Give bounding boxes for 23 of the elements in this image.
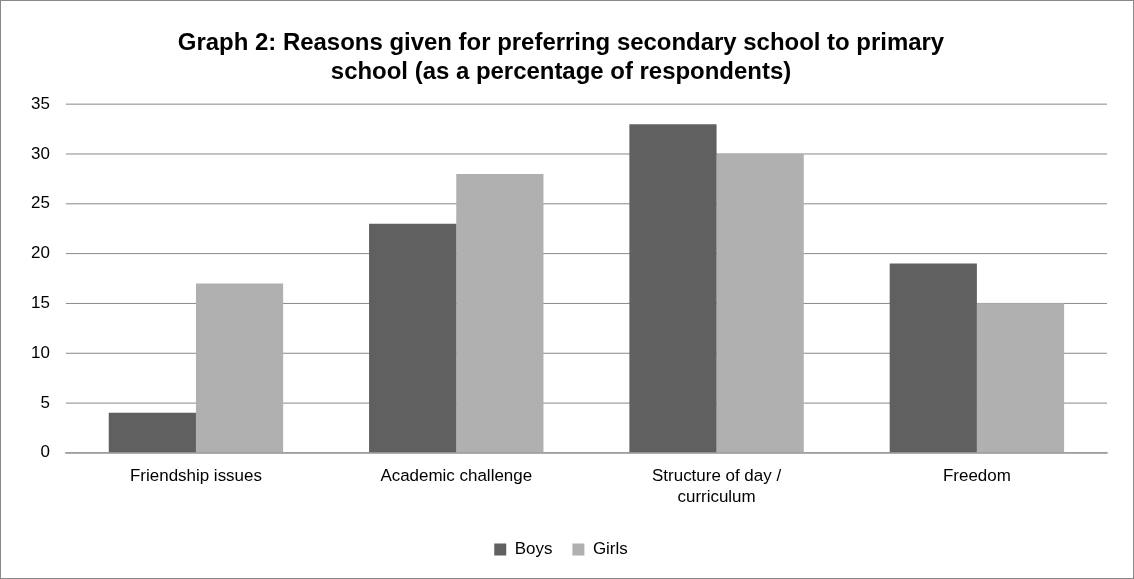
y-tick-label: 5 [40, 392, 50, 412]
y-tick-label: 25 [30, 193, 50, 213]
bar [889, 263, 977, 453]
bar [456, 173, 544, 453]
bar [629, 124, 717, 453]
y-tick-label: 35 [30, 93, 50, 113]
bar [716, 154, 804, 453]
y-tick-label: 0 [40, 442, 50, 462]
y-tick-label: 30 [30, 143, 50, 163]
legend-label: Girls [592, 539, 628, 559]
y-tick-label: 10 [30, 342, 50, 362]
chart-title: Graph 2: Reasons given for preferring secondary school to primary school (as a percentage of respondents) [177, 27, 945, 84]
y-tick-label: 15 [30, 293, 50, 312]
bar [195, 283, 284, 453]
x-tick-label: Friendship issues [130, 466, 262, 486]
bar [976, 303, 1065, 453]
x-tick-label: Academic challenge [380, 466, 533, 486]
x-tick-label: Freedom [942, 466, 1011, 486]
x-tick-label: Structure of day / curriculum [652, 466, 782, 506]
bar [369, 223, 457, 453]
bar [108, 412, 196, 453]
y-tick-label: 20 [30, 243, 50, 263]
legend-label: Boys [514, 539, 553, 559]
